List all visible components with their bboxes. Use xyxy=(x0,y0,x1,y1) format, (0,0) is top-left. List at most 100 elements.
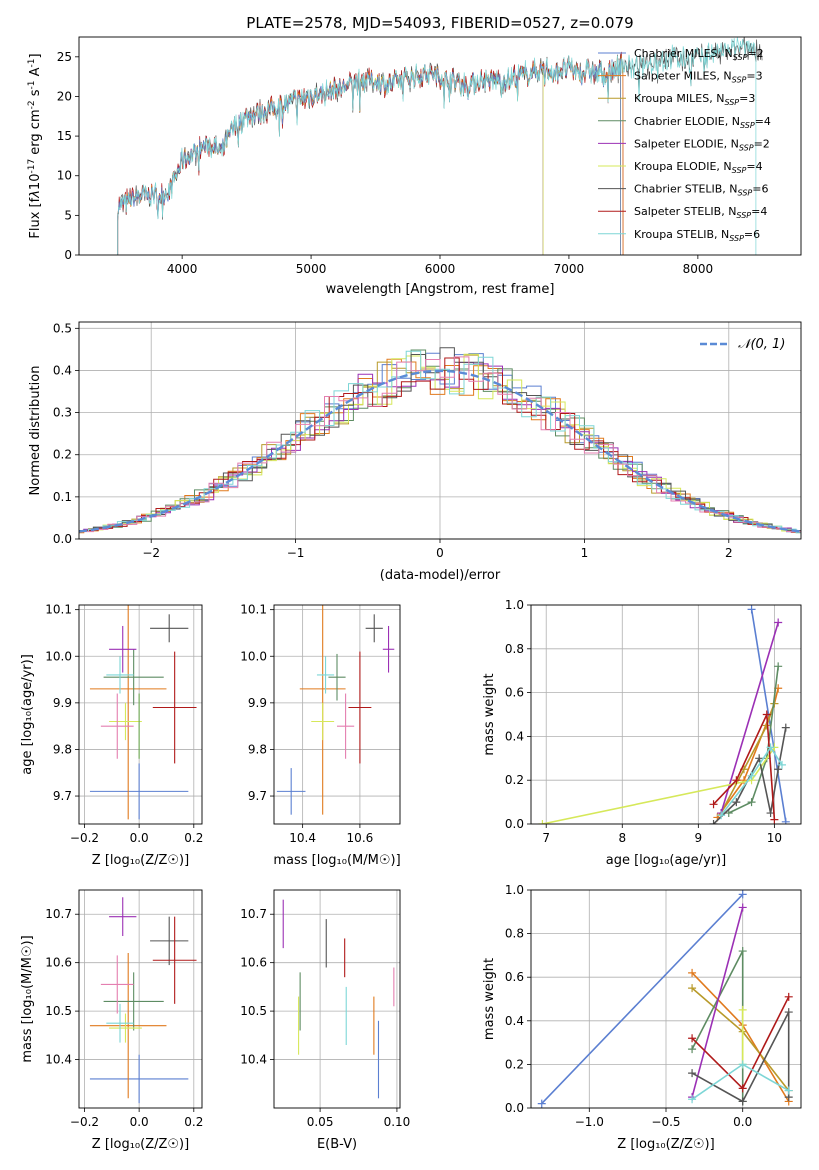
y-tick-label: 10.1 xyxy=(45,603,72,617)
spectrum-line xyxy=(117,55,624,255)
legend-sub: SSP xyxy=(732,166,747,175)
y-tick-label: 0.0 xyxy=(505,1101,524,1115)
weight-line xyxy=(720,745,783,816)
weight-marker xyxy=(732,776,741,785)
weight-marker xyxy=(688,1034,697,1043)
y-tick-label: 0.0 xyxy=(53,532,72,546)
weight-marker xyxy=(688,1069,697,1078)
errorbar-point xyxy=(152,916,197,1004)
y-tick-label: 0.8 xyxy=(505,927,524,941)
axes-mass-vs-Z: −0.2 0.0 0.2 10.4 10.5 10.6 10.7 xyxy=(45,890,203,1129)
x-tick-label: −0.5 xyxy=(651,1115,680,1129)
errorbar-point xyxy=(152,651,197,764)
weight-marker xyxy=(747,798,756,807)
errorbar-point xyxy=(100,693,134,759)
axes-residuals: −2 −1 0 1 2 0.0 0.1 0.2 0.3 0.4 0.5 xyxy=(53,321,801,560)
weight-series xyxy=(747,605,790,824)
y-tick-label: 10.0 xyxy=(240,649,267,663)
legend-name: Kroupa ELODIE, N xyxy=(634,160,732,173)
x-tick-label: 0.0 xyxy=(130,1115,149,1129)
weight-marker xyxy=(717,811,726,820)
x-tick-label: 10.4 xyxy=(289,831,316,845)
x-tick-label: 7 xyxy=(542,831,550,845)
axes-frame xyxy=(530,889,802,1109)
errorbars xyxy=(282,899,395,1099)
y-tick-label: 10.4 xyxy=(45,1053,72,1067)
errorbar-point xyxy=(150,916,189,966)
weight-marker xyxy=(784,1008,793,1017)
legend-n: =3 xyxy=(739,92,755,105)
legend-sub: SSP xyxy=(724,98,739,107)
x-tick-label: 10 xyxy=(767,831,782,845)
weight-series xyxy=(709,710,779,824)
axes-frame xyxy=(78,604,203,825)
errorbar-point xyxy=(106,1003,134,1043)
legend-entry: 𝒩(0, 1) xyxy=(738,337,785,352)
y-tick-label: 10.5 xyxy=(45,1004,72,1018)
errorbar-point xyxy=(106,656,134,694)
y-tick-label: 9.7 xyxy=(53,789,72,803)
weight-marker xyxy=(739,776,748,785)
legend-entry: Kroupa ELODIE, NSSP=4 xyxy=(634,160,763,175)
y-tick-label: 0.3 xyxy=(53,406,72,420)
y-tick-label: 9.9 xyxy=(248,696,267,710)
errorbars xyxy=(276,605,395,815)
weight-marker xyxy=(688,1045,697,1054)
weight-marker xyxy=(738,947,747,956)
y-tick-label: 10.6 xyxy=(240,956,267,970)
x-tick-label: 0.10 xyxy=(384,1115,411,1129)
axes-mass-vs-EBV: 0.05 0.10 10.4 10.5 10.6 10.7 xyxy=(240,890,410,1129)
x-tick-label: 10.6 xyxy=(347,831,374,845)
y-tick-label: 0.5 xyxy=(53,321,72,335)
histogram-step xyxy=(79,354,801,532)
y-axis-label: mass [log₁₀(M/M☉)] xyxy=(20,935,35,1062)
weight-line xyxy=(712,711,776,820)
weight-marker xyxy=(774,662,783,671)
y-axis-label: Normed distribution xyxy=(28,366,43,496)
weight-marker xyxy=(738,1005,747,1014)
x-axis-label: wavelength [Angstrom, rest frame] xyxy=(326,282,555,297)
legend-name: Chabrier ELODIE, N xyxy=(634,115,740,128)
legend-n: =3 xyxy=(746,70,762,83)
weight-lines xyxy=(538,605,790,824)
weight-series xyxy=(688,984,793,1095)
errorbars xyxy=(89,605,197,820)
gaussian-curve xyxy=(79,369,801,533)
weight-marker xyxy=(770,815,779,824)
y-tick-label: 9.8 xyxy=(248,742,267,756)
legend-entry: Salpeter MILES, NSSP=3 xyxy=(634,70,763,85)
legend-sub: SSP xyxy=(729,234,744,243)
legend-entry: Chabrier MILES, NSSP=2 xyxy=(634,47,764,62)
x-tick-label: 0 xyxy=(436,546,444,560)
axes-frame xyxy=(78,321,802,540)
y-tick-label: 10.7 xyxy=(240,907,267,921)
weight-line xyxy=(691,950,744,1102)
y-axis-label: mass weight xyxy=(482,958,497,1040)
y-tick-label: 0.2 xyxy=(505,1057,524,1071)
x-tick-label: 0.2 xyxy=(184,1115,203,1129)
y-axis-label: mass weight xyxy=(482,673,497,755)
x-axis-label: age [log₁₀(age/yr)] xyxy=(606,853,727,868)
x-axis-label: (data-model)/error xyxy=(380,568,501,583)
x-axis-label: Z [log₁₀(Z/Z☉)] xyxy=(617,1137,714,1152)
x-tick-label: −0.2 xyxy=(70,831,99,845)
weight-series xyxy=(738,1005,747,1069)
weight-marker xyxy=(688,984,697,993)
x-tick-label: 2 xyxy=(725,546,733,560)
x-tick-label: 0.0 xyxy=(130,831,149,845)
weight-marker xyxy=(784,992,793,1001)
y-tick-label: 0 xyxy=(64,248,72,262)
y-tick-label: 10 xyxy=(57,169,72,183)
weight-series xyxy=(688,1008,793,1106)
weight-lines xyxy=(537,890,793,1108)
axes-frame xyxy=(273,604,401,825)
axes-frame xyxy=(78,889,203,1109)
y-axis-label: age [log₁₀(age/yr)] xyxy=(20,654,35,775)
x-tick-label: 0.0 xyxy=(733,1115,752,1129)
weight-marker xyxy=(538,820,547,824)
errorbar-point xyxy=(109,897,137,937)
spectrum-line xyxy=(169,62,544,255)
weight-line xyxy=(541,893,744,1105)
x-tick-label: 6000 xyxy=(425,262,456,276)
